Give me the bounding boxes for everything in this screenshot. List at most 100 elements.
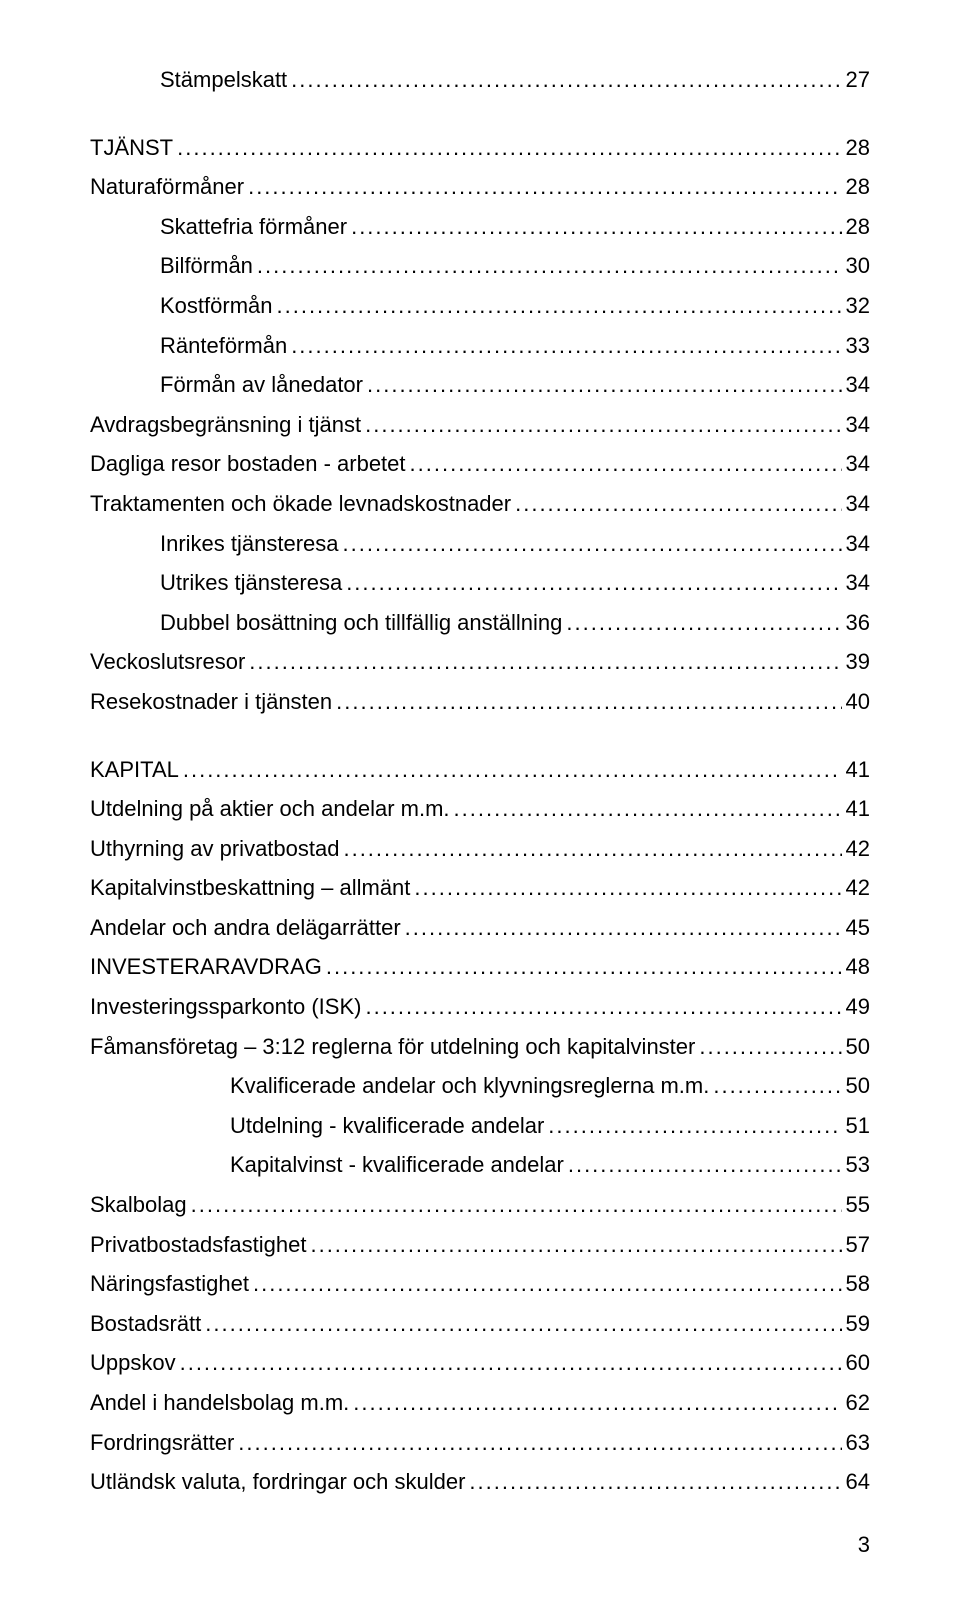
toc-page: 50 [846, 1027, 870, 1067]
toc-label: Andel i handelsbolag m.m. [90, 1383, 349, 1423]
toc-label: Skattefria förmåner [160, 207, 347, 247]
toc-page: 28 [846, 207, 870, 247]
toc-page: 34 [846, 484, 870, 524]
toc-page: 34 [846, 405, 870, 445]
toc-page: 51 [846, 1106, 870, 1146]
toc-label: Förmån av lånedator [160, 365, 363, 405]
toc-leader-dots [414, 868, 841, 908]
toc-label: Traktamenten och ökade levnadskostnader [90, 484, 511, 524]
toc-leader-dots [183, 750, 842, 790]
toc-page: 57 [846, 1225, 870, 1265]
toc-leader-dots [248, 167, 841, 207]
toc-leader-dots [566, 603, 841, 643]
toc-leader-dots [291, 326, 841, 366]
toc-entry: Kostförmån32 [90, 286, 870, 326]
toc-page: 30 [846, 246, 870, 286]
toc-leader-dots [568, 1145, 842, 1185]
toc-entry: TJÄNST 28 [90, 128, 870, 168]
toc-entry: Bilförmån30 [90, 246, 870, 286]
toc-leader-dots [365, 987, 841, 1027]
toc-page: 55 [846, 1185, 870, 1225]
toc-leader-dots [291, 60, 841, 100]
toc-label: Utdelning på aktier och andelar m.m. [90, 789, 450, 829]
toc-entry: Naturaförmåner 28 [90, 167, 870, 207]
toc-page: 36 [846, 603, 870, 643]
toc-entry: Fordringsrätter 63 [90, 1423, 870, 1463]
toc-entry: INVESTERARAVDRAG48 [90, 947, 870, 987]
toc-page: 45 [846, 908, 870, 948]
toc-page: 63 [846, 1423, 870, 1463]
toc-leader-dots [469, 1462, 841, 1502]
toc-page: 41 [846, 789, 870, 829]
toc-entry: Andel i handelsbolag m.m. 62 [90, 1383, 870, 1423]
toc-entry: Kvalificerade andelar och klyvningsregle… [90, 1066, 870, 1106]
toc-leader-dots [699, 1027, 841, 1067]
toc-leader-dots [253, 1264, 842, 1304]
toc-label: Fordringsrätter [90, 1423, 234, 1463]
toc-leader-dots [410, 444, 842, 484]
toc-container: Stämpelskatt27TJÄNST28Naturaförmåner28Sk… [90, 60, 870, 1502]
toc-entry: Skalbolag 55 [90, 1185, 870, 1225]
toc-page: 42 [846, 868, 870, 908]
toc-page: 58 [846, 1264, 870, 1304]
toc-page: 28 [846, 167, 870, 207]
toc-entry: Utdelning - kvalificerade andelar51 [90, 1106, 870, 1146]
toc-label: Utrikes tjänsteresa [160, 563, 342, 603]
toc-leader-dots [346, 563, 841, 603]
toc-label: TJÄNST [90, 128, 173, 168]
toc-entry: Andelar och andra delägarrätter 45 [90, 908, 870, 948]
toc-leader-dots [515, 484, 841, 524]
toc-entry: Avdragsbegränsning i tjänst34 [90, 405, 870, 445]
toc-entry: Veckoslutsresor39 [90, 642, 870, 682]
toc-entry: KAPITAL 41 [90, 750, 870, 790]
toc-label: Uppskov [90, 1343, 176, 1383]
section-spacer [90, 722, 870, 750]
toc-leader-dots [310, 1225, 841, 1265]
toc-page: 48 [846, 947, 870, 987]
toc-label: Andelar och andra delägarrätter [90, 908, 401, 948]
toc-leader-dots [353, 1383, 841, 1423]
toc-page: 32 [846, 286, 870, 326]
toc-leader-dots [548, 1106, 841, 1146]
toc-page: 28 [846, 128, 870, 168]
toc-page: 34 [846, 563, 870, 603]
toc-leader-dots [405, 908, 842, 948]
toc-leader-dots [351, 207, 841, 247]
toc-entry: Traktamenten och ökade levnadskostnader 3… [90, 484, 870, 524]
toc-entry: Dagliga resor bostaden - arbetet 34 [90, 444, 870, 484]
toc-leader-dots [249, 642, 841, 682]
toc-page: 33 [846, 326, 870, 366]
toc-entry: Kapitalvinstbeskattning – allmänt42 [90, 868, 870, 908]
toc-label: Dagliga resor bostaden - arbetet [90, 444, 406, 484]
toc-label: Skalbolag [90, 1185, 187, 1225]
toc-entry: Skattefria förmåner 28 [90, 207, 870, 247]
toc-label: Naturaförmåner [90, 167, 244, 207]
toc-page: 50 [846, 1066, 870, 1106]
toc-entry: Utrikes tjänsteresa 34 [90, 563, 870, 603]
toc-page: 62 [846, 1383, 870, 1423]
toc-leader-dots [191, 1185, 842, 1225]
toc-label: Bostadsrätt [90, 1304, 201, 1344]
toc-page: 41 [846, 750, 870, 790]
toc-entry: Förmån av lånedator34 [90, 365, 870, 405]
toc-label: KAPITAL [90, 750, 179, 790]
toc-label: Veckoslutsresor [90, 642, 245, 682]
toc-entry: Bostadsrätt59 [90, 1304, 870, 1344]
toc-page: 34 [846, 444, 870, 484]
toc-page: 49 [846, 987, 870, 1027]
toc-label: Utländsk valuta, fordringar och skulder [90, 1462, 465, 1502]
toc-label: Resekostnader i tjänsten [90, 682, 332, 722]
toc-entry: Stämpelskatt 27 [90, 60, 870, 100]
toc-page: 53 [846, 1145, 870, 1185]
toc-leader-dots [343, 524, 842, 564]
toc-page: 64 [846, 1462, 870, 1502]
toc-label: Stämpelskatt [160, 60, 287, 100]
toc-label: Investeringssparkonto (ISK) [90, 987, 361, 1027]
toc-page: 27 [846, 60, 870, 100]
toc-leader-dots [326, 947, 842, 987]
toc-leader-dots [205, 1304, 841, 1344]
section-spacer [90, 100, 870, 128]
page-number: 3 [90, 1532, 870, 1558]
toc-leader-dots [180, 1343, 842, 1383]
toc-label: Dubbel bosättning och tillfällig anställ… [160, 603, 562, 643]
